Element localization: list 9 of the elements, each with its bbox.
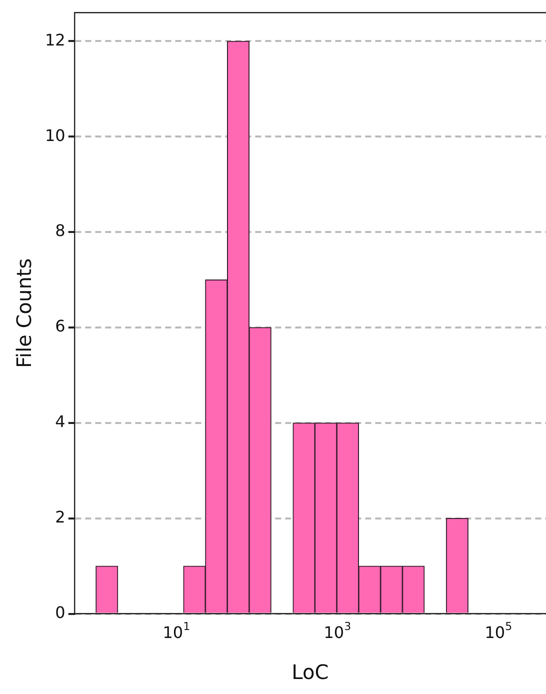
y-tick-label: 8 — [55, 221, 66, 240]
y-tick-label: 12 — [45, 30, 66, 50]
y-tick-label: 2 — [55, 508, 66, 527]
x-axis-title: LoC — [292, 660, 329, 684]
y-axis-title: File Counts — [12, 258, 36, 368]
y-tick-label: 10 — [45, 126, 66, 145]
y-tick-label: 0 — [55, 602, 66, 622]
y-tick-label: 6 — [55, 316, 66, 336]
y-tick-label: 4 — [55, 412, 66, 432]
